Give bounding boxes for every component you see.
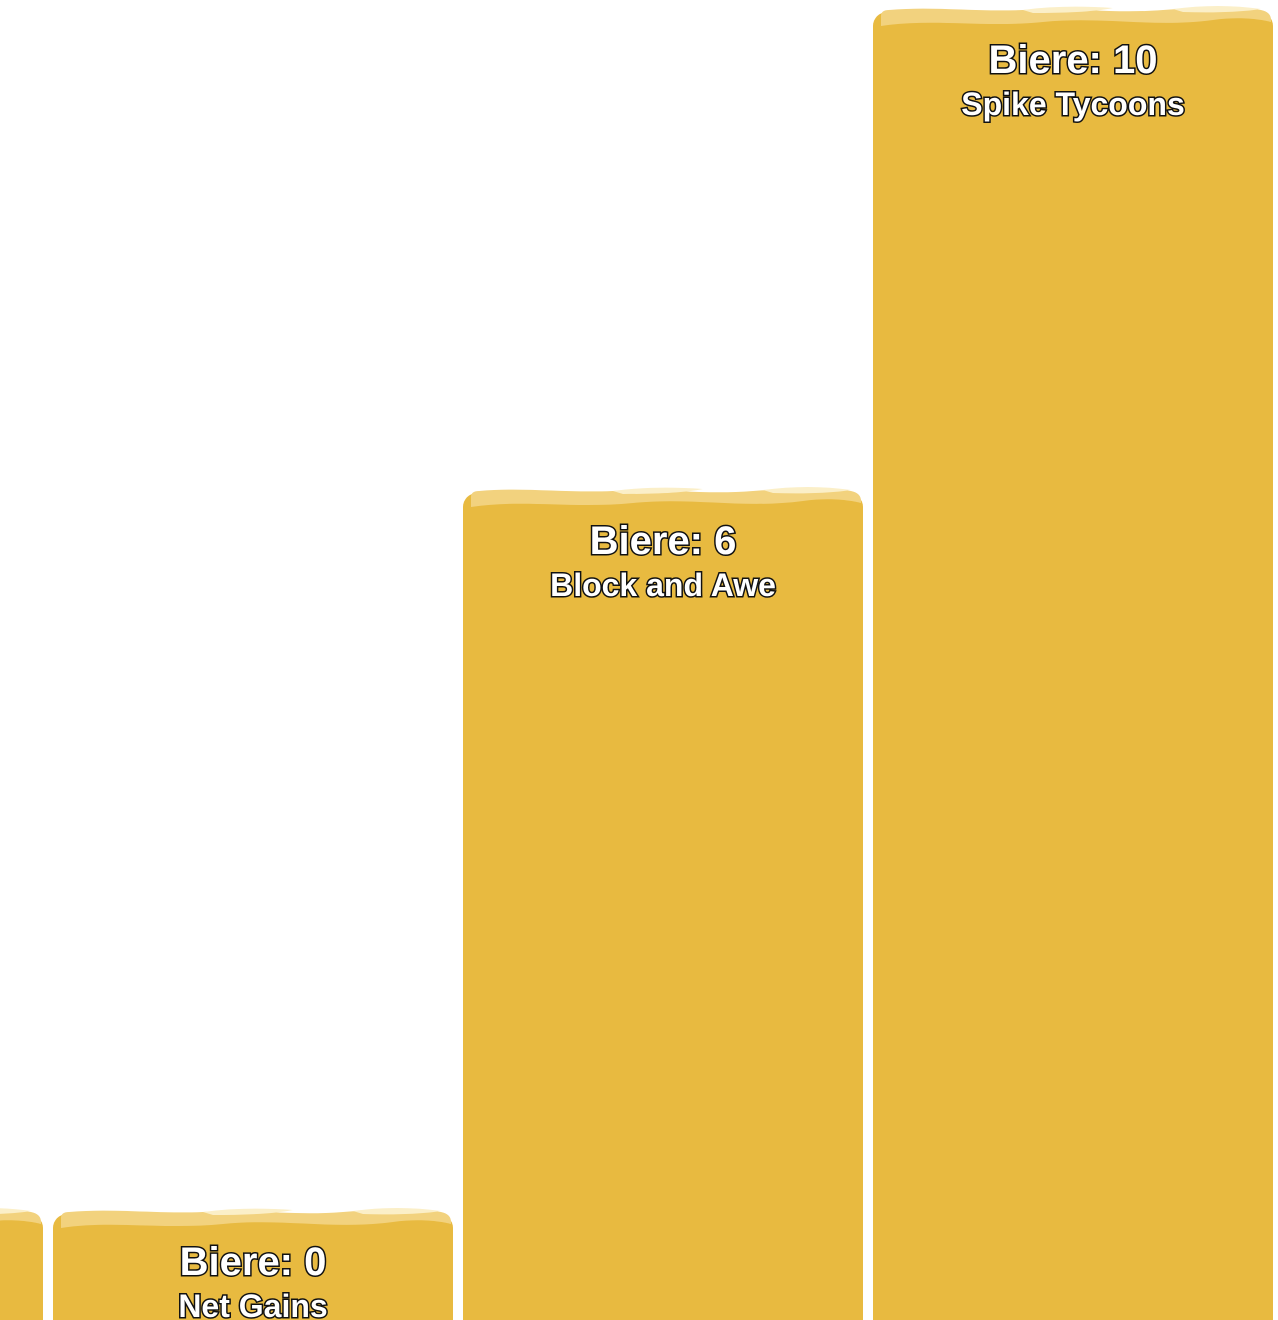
bar-fill	[873, 12, 1273, 1320]
foam-top	[471, 486, 861, 515]
foam-top	[881, 6, 1271, 34]
bar-category-label: Net Gains	[177, 1287, 329, 1320]
foam-top	[61, 1208, 451, 1236]
bar-value-label: Biere: 10	[987, 37, 1159, 84]
bar-value-label: Biere: 0	[178, 1239, 328, 1286]
bar-category-label: Spike Tycoons	[960, 85, 1186, 124]
bar-2: Biere: 0 Net Gains	[53, 1206, 453, 1320]
bar-value-label: Biere: 0	[0, 1240, 43, 1285]
bar-3: Biere: 6 Block and Awe	[463, 485, 863, 1320]
bar-1: Biere: 0	[0, 1206, 43, 1320]
bar-fill	[463, 492, 863, 1320]
bar-4: Biere: 10 Spike Tycoons	[873, 4, 1273, 1320]
bar-category-label: Block and Awe	[549, 565, 778, 604]
foam-top	[0, 1208, 41, 1236]
bar-value-label: Biere: 6	[588, 517, 738, 564]
